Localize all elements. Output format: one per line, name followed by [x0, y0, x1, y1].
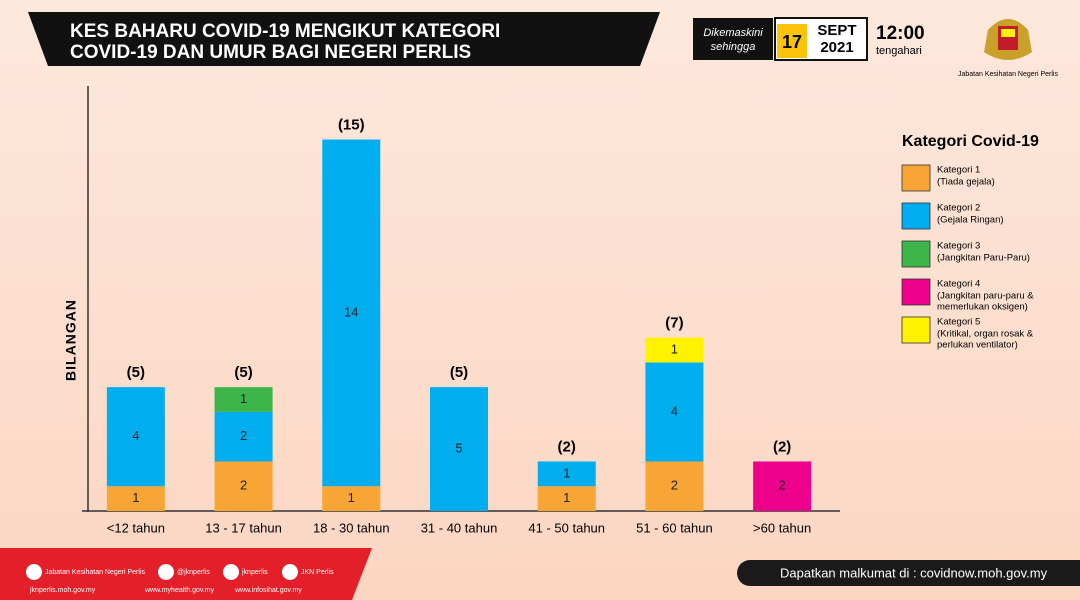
emblem	[984, 19, 1032, 60]
bar-segment	[214, 411, 273, 462]
title: COVID-19 DAN UMUR BAGI NEGERI PERLIS	[70, 42, 471, 63]
social: JKN Perlis	[301, 569, 334, 576]
legend-swatch	[901, 164, 931, 192]
total-label: (15)	[338, 116, 365, 133]
calendar	[777, 24, 807, 58]
legend-description: perlukan ventilator)	[937, 340, 1018, 351]
legend-description: (Jangkitan paru-paru &	[937, 291, 1034, 302]
social: @jknperlis	[177, 569, 210, 576]
month: SEPT	[817, 22, 856, 39]
total-label: (5)	[234, 364, 252, 381]
legend-description: (Jangkitan Paru-Paru)	[937, 253, 1030, 264]
x-tick-label: <12 tahun	[107, 520, 165, 535]
y-axis-label: BILANGAN	[63, 299, 79, 381]
social: Jabatan Kesihatan Negeri Perlis	[45, 569, 146, 576]
legend-label: Kategori 1	[937, 165, 980, 176]
segment-label: 1	[563, 465, 570, 480]
legend-swatch	[901, 316, 931, 344]
legend-swatch	[901, 240, 931, 268]
updated-label: sehingga	[711, 41, 756, 53]
info-bar	[737, 560, 1080, 586]
info: Dapatkan malkumat di : covidnow.moh.gov.…	[780, 565, 1048, 580]
segment-label: 1	[563, 490, 570, 505]
segment-label: 1	[671, 341, 678, 356]
segment-label: 2	[240, 478, 247, 493]
time-note: tengahari	[876, 45, 922, 57]
title-banner	[28, 12, 660, 66]
segment-label: 14	[344, 304, 358, 319]
year: 2021	[820, 39, 853, 56]
legend-description: (Tiada gejala)	[937, 177, 995, 188]
legend-swatch	[901, 278, 931, 306]
bar-segment	[106, 486, 165, 511]
title: KES BAHARU COVID-19 MENGIKUT KATEGORI	[70, 21, 500, 42]
updated-label: Dikemaskini	[703, 27, 763, 39]
total-label: (5)	[127, 364, 145, 381]
legend-label: Kategori 3	[937, 241, 980, 252]
bar-segment	[430, 387, 488, 511]
day: 17	[782, 32, 802, 52]
x-tick-label: 51 - 60 tahun	[636, 520, 713, 535]
bar-segment	[214, 461, 273, 511]
legend-description: (Kritikal, organ rosak &	[937, 329, 1034, 340]
legend-swatch	[901, 202, 931, 230]
x-tick-label: 31 - 40 tahun	[421, 520, 498, 535]
bar-segment	[537, 461, 596, 487]
bar-segment	[322, 486, 381, 511]
x-tick-label: >60 tahun	[753, 520, 811, 535]
segment-label: 1	[348, 490, 355, 505]
agency: Jabatan Kesihatan Negeri Perlis	[958, 71, 1059, 78]
legend-title: Kategori Covid-19	[902, 133, 1039, 150]
total-label: (2)	[773, 438, 791, 455]
total-label: (2)	[558, 438, 576, 455]
site: jknperlis.moh.gov.my	[29, 587, 96, 594]
x-tick-label: 18 - 30 tahun	[313, 520, 390, 535]
time: 12:00	[876, 23, 925, 44]
bar-segment	[645, 362, 704, 462]
bar-segment	[645, 337, 704, 363]
legend-description: memerlukan oksigen)	[937, 302, 1028, 313]
footer-banner	[0, 548, 372, 600]
legend-label: Kategori 2	[937, 203, 980, 214]
updated-box	[693, 18, 773, 60]
segment-label: 4	[132, 428, 139, 443]
segment-label: 2	[779, 478, 786, 493]
total-label: (7)	[665, 315, 683, 332]
social-icons	[26, 564, 298, 580]
legend-label: Kategori 4	[937, 279, 980, 290]
x-tick-label: 13 - 17 tahun	[205, 520, 282, 535]
x-tick-label: 41 - 50 tahun	[528, 520, 605, 535]
bar-segment	[753, 461, 812, 511]
segment-label: 2	[671, 478, 678, 493]
bar-segment	[537, 486, 596, 511]
bar-segment	[645, 461, 704, 511]
social: jknperlis	[241, 569, 268, 576]
segment-label: 1	[240, 391, 247, 406]
total-label: (5)	[450, 364, 468, 381]
segment-label: 2	[240, 428, 247, 443]
legend-description: (Gejala Ringan)	[937, 215, 1004, 226]
segment-label: 1	[132, 490, 139, 505]
bar-segment	[322, 139, 381, 487]
bar-segment	[214, 387, 273, 412]
bar-segment	[106, 387, 165, 487]
segment-label: 4	[671, 403, 678, 418]
segment-label: 5	[455, 441, 462, 456]
legend-label: Kategori 5	[937, 317, 980, 328]
site: www.myhealth.gov.my	[144, 587, 215, 594]
site: www.infosihat.gov.my	[234, 587, 302, 594]
